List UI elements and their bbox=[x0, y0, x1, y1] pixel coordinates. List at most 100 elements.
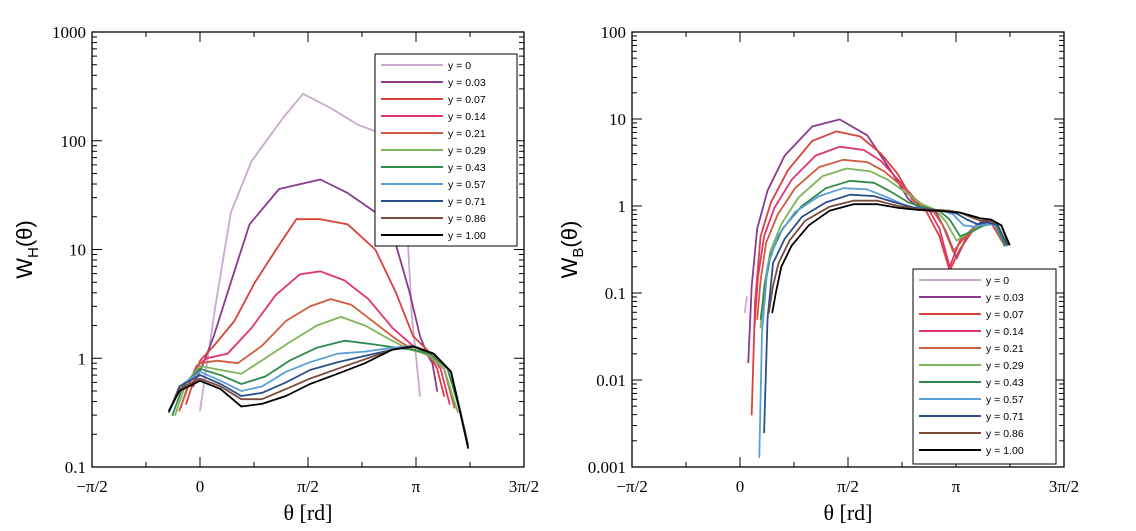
x-tick-label: −π/2 bbox=[616, 477, 647, 496]
x-tick-label: −π/2 bbox=[76, 477, 107, 496]
x-tick-label: 0 bbox=[196, 477, 205, 496]
y-tick-label: 0.1 bbox=[605, 284, 626, 303]
series-line bbox=[185, 218, 446, 405]
legend-label: y = 0 bbox=[986, 275, 1009, 287]
x-tick-label: π bbox=[952, 477, 961, 496]
series-line bbox=[758, 187, 1008, 459]
y-tick-label: 1000 bbox=[52, 23, 86, 42]
x-ticks: −π/2 0 π/2 π 3π/2 bbox=[616, 32, 1079, 496]
legend-label: y = 0 bbox=[448, 60, 471, 72]
x-tick-label: π/2 bbox=[837, 477, 859, 496]
y-axis-label-tail: (θ) bbox=[12, 220, 37, 247]
legend-item: y = 0.14 bbox=[381, 111, 486, 123]
y-tick-label: 0.1 bbox=[65, 458, 86, 477]
y-axis-label-sub: B bbox=[570, 248, 587, 258]
chart-right: 0.001 0.01 0.1 1 10 100 −π/2 0 π/2 π 3π/2 θ [rd] WB(… bbox=[557, 23, 1079, 525]
legend-item: y = 0.21 bbox=[919, 343, 1024, 355]
legend-item: y = 0.03 bbox=[381, 77, 486, 89]
legend-label: y = 0.07 bbox=[986, 309, 1024, 321]
chart-left: 0.1 1 10 100 1000 −π/2 0 π/2 π 3π/2 θ [rd] WH(θ) y =… bbox=[12, 23, 539, 525]
legend-label: y = 0.71 bbox=[986, 411, 1024, 423]
y-axis-label: WB(θ) bbox=[557, 221, 587, 279]
y-tick-label: 100 bbox=[61, 132, 87, 151]
legend-label: y = 0.43 bbox=[986, 377, 1024, 389]
legend-label: y = 0.07 bbox=[448, 94, 486, 106]
series-line bbox=[763, 193, 1008, 434]
legend-item: y = 0.21 bbox=[381, 128, 486, 140]
series-group bbox=[743, 118, 1011, 459]
legend-label: y = 0.57 bbox=[986, 394, 1024, 406]
y-axis-label-tail: (θ) bbox=[557, 221, 582, 248]
x-axis-label: θ [rd] bbox=[823, 500, 872, 525]
y-ticks: 0.001 0.01 0.1 1 10 100 bbox=[588, 23, 1064, 477]
series-group bbox=[168, 92, 470, 449]
x-tick-label: 0 bbox=[736, 477, 745, 496]
y-ticks: 0.1 1 10 100 1000 bbox=[52, 23, 524, 477]
legend-label: y = 1.00 bbox=[448, 230, 486, 242]
legend-item: y = 0.71 bbox=[381, 196, 486, 208]
y-axis-label: WH(θ) bbox=[12, 220, 42, 279]
legend-item: y = 0.43 bbox=[381, 162, 486, 174]
legend-item: y = 1.00 bbox=[919, 445, 1024, 457]
y-tick-label: 1 bbox=[78, 349, 87, 368]
x-ticks: −π/2 0 π/2 π 3π/2 bbox=[76, 32, 539, 496]
legend-label: y = 0.14 bbox=[986, 326, 1024, 338]
legend-label: y = 0.14 bbox=[448, 111, 486, 123]
y-axis-label-main: W bbox=[557, 257, 582, 278]
series-line bbox=[753, 145, 1006, 329]
series-line bbox=[756, 158, 1006, 321]
x-tick-label: π/2 bbox=[297, 477, 319, 496]
y-tick-label: 0.001 bbox=[588, 458, 626, 477]
legend-item: y = 0 bbox=[919, 275, 1009, 287]
legend-label: y = 0.86 bbox=[448, 213, 486, 225]
legend-item: y = 0.86 bbox=[919, 428, 1024, 440]
legend-item: y = 0.43 bbox=[919, 377, 1024, 389]
legend-item: y = 0.57 bbox=[381, 179, 486, 191]
legend-item: y = 1.00 bbox=[381, 230, 486, 242]
legend-item: y = 0 bbox=[381, 60, 471, 72]
legend-item: y = 0.29 bbox=[919, 360, 1024, 372]
x-tick-label: 3π/2 bbox=[509, 477, 539, 496]
legend-label: y = 0.29 bbox=[986, 360, 1024, 372]
x-tick-label: π bbox=[412, 477, 421, 496]
series-line bbox=[174, 315, 459, 417]
legend-label: y = 0.21 bbox=[986, 343, 1024, 355]
y-tick-label: 1 bbox=[618, 197, 627, 216]
series-line bbox=[168, 345, 470, 449]
legend-item: y = 0.03 bbox=[919, 292, 1024, 304]
legend-item: y = 0.14 bbox=[919, 326, 1024, 338]
legend-item: y = 0.71 bbox=[919, 411, 1024, 423]
legend-label: y = 0.86 bbox=[986, 428, 1024, 440]
legend-label: y = 0.03 bbox=[986, 292, 1024, 304]
series-line bbox=[750, 130, 1006, 416]
legend-item: y = 0.07 bbox=[381, 94, 486, 106]
legend-label: y = 1.00 bbox=[986, 445, 1024, 457]
series-line bbox=[171, 339, 463, 417]
legend-label: y = 0.71 bbox=[448, 196, 486, 208]
y-axis-label-main: W bbox=[12, 258, 37, 279]
series-line bbox=[168, 344, 466, 431]
legend-label: y = 0.03 bbox=[448, 77, 486, 89]
legend-item: y = 0.29 bbox=[381, 145, 486, 157]
legend-item: y = 0.07 bbox=[919, 309, 1024, 321]
y-tick-label: 10 bbox=[69, 241, 86, 260]
legend-label: y = 0.43 bbox=[448, 162, 486, 174]
legend: y = 0 y = 0.03 y = 0.07 y = 0.14 y = 0.21 y =… bbox=[912, 268, 1057, 465]
legend-label: y = 0.57 bbox=[448, 179, 486, 191]
series-line bbox=[743, 296, 748, 314]
y-axis-label-sub: H bbox=[25, 247, 42, 258]
legend-item: y = 0.57 bbox=[919, 394, 1024, 406]
series-line bbox=[771, 203, 1011, 314]
legend-item: y = 0.86 bbox=[381, 213, 486, 225]
series-line bbox=[192, 178, 439, 392]
y-tick-label: 10 bbox=[609, 110, 626, 129]
legend-label: y = 0.21 bbox=[448, 128, 486, 140]
y-tick-label: 100 bbox=[601, 23, 627, 42]
y-tick-label: 0.01 bbox=[596, 371, 626, 390]
legend: y = 0 y = 0.03 y = 0.07 y = 0.14 y = 0.21 y =… bbox=[374, 53, 518, 247]
legend-box bbox=[912, 268, 1057, 465]
x-tick-label: 3π/2 bbox=[1049, 477, 1079, 496]
x-axis-label: θ [rd] bbox=[283, 500, 332, 525]
series-line bbox=[768, 199, 1009, 314]
